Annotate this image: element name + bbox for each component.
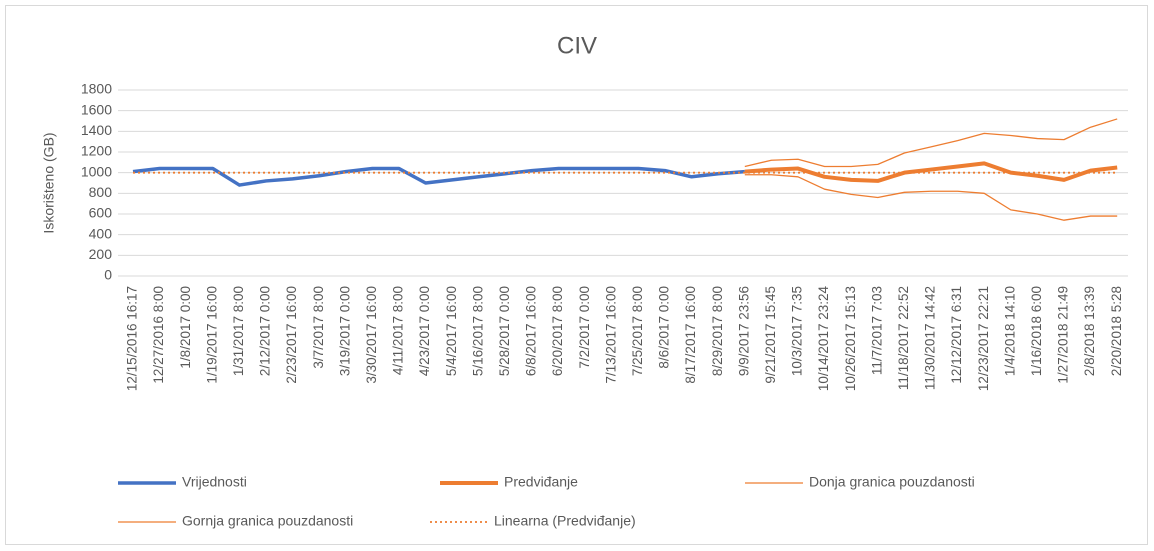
x-tick-label: 11/30/2017 14:42	[923, 286, 938, 390]
x-tick-label: 12/27/2016 8:00	[151, 286, 166, 384]
y-tick-label: 1400	[81, 122, 112, 138]
x-tick-label: 5/28/2017 0:00	[497, 286, 512, 376]
x-tick-label: 3/7/2017 8:00	[311, 286, 326, 369]
chart-title: CIV	[557, 32, 597, 59]
x-tick-label: 1/31/2017 8:00	[231, 286, 246, 376]
x-tick-label: 7/25/2017 8:00	[630, 286, 645, 376]
x-tick-label: 2/12/2017 0:00	[258, 286, 273, 376]
x-tick-label: 11/7/2017 7:03	[869, 286, 884, 375]
x-tick-label: 8/17/2017 16:00	[683, 286, 698, 384]
x-tick-label: 9/21/2017 15:45	[763, 286, 778, 384]
x-tick-label: 12/15/2016 16:17	[125, 286, 140, 391]
x-tick-label: 10/26/2017 15:13	[843, 286, 858, 391]
x-tick-label: 5/16/2017 8:00	[470, 286, 485, 376]
x-tick-label: 7/13/2017 16:00	[603, 286, 618, 384]
x-tick-label: 3/30/2017 16:00	[364, 286, 379, 384]
x-tick-label: 2/23/2017 16:00	[284, 286, 299, 384]
x-tick-label: 1/8/2017 0:00	[178, 286, 193, 369]
x-tick-label: 8/29/2017 8:00	[710, 286, 725, 376]
x-tick-label: 10/3/2017 7:35	[790, 286, 805, 376]
x-tick-label: 3/19/2017 0:00	[337, 286, 352, 376]
x-tick-label: 11/18/2017 22:52	[896, 286, 911, 390]
series-line	[744, 161, 1118, 183]
chart-frame	[5, 5, 1148, 545]
x-tick-label: 5/4/2017 16:00	[444, 286, 459, 376]
x-tick-label: 7/2/2017 0:00	[577, 286, 592, 369]
x-tick-label: 6/20/2017 8:00	[550, 286, 565, 376]
x-tick-label: 12/23/2017 22:21	[976, 286, 991, 391]
y-tick-label: 600	[89, 205, 113, 221]
y-tick-label: 1800	[81, 81, 112, 97]
legend-label: Vrijednosti	[182, 474, 247, 490]
x-tick-label: 12/12/2017 6:31	[949, 286, 964, 384]
legend-label: Predviđanje	[504, 474, 578, 490]
x-tick-label: 1/16/2018 6:00	[1029, 286, 1044, 376]
legend-label: Donja granica pouzdanosti	[809, 474, 975, 490]
legend-label: Linearna (Predviđanje)	[494, 513, 636, 529]
x-tick-label: 4/11/2017 8:00	[391, 286, 406, 375]
x-tick-label: 6/8/2017 16:00	[524, 286, 539, 376]
x-tick-label: 8/6/2017 0:00	[657, 286, 672, 369]
x-tick-label: 4/23/2017 0:00	[417, 286, 432, 376]
legend-label: Gornja granica pouzdanosti	[182, 513, 353, 529]
y-tick-label: 0	[104, 267, 112, 283]
x-tick-label: 2/8/2018 13:39	[1082, 286, 1097, 376]
y-tick-label: 1600	[81, 101, 112, 117]
x-tick-label: 2/20/2018 5:28	[1109, 286, 1124, 376]
y-tick-label: 1000	[81, 163, 112, 179]
x-tick-label: 1/19/2017 16:00	[204, 286, 219, 384]
y-tick-label: 1200	[81, 143, 112, 159]
x-tick-label: 1/27/2018 21:49	[1056, 286, 1071, 384]
series-line	[744, 118, 1118, 168]
x-tick-label: 1/4/2018 14:10	[1002, 286, 1017, 376]
x-tick-label: 10/14/2017 23:24	[816, 286, 831, 392]
series-line	[744, 174, 1118, 221]
y-axis-title: Iskorišteno (GB)	[41, 132, 57, 233]
y-tick-label: 400	[89, 225, 113, 241]
series-line	[132, 166, 745, 187]
y-tick-label: 200	[89, 246, 113, 262]
y-tick-label: 800	[89, 184, 113, 200]
x-tick-label: 9/9/2017 23:56	[736, 286, 751, 376]
